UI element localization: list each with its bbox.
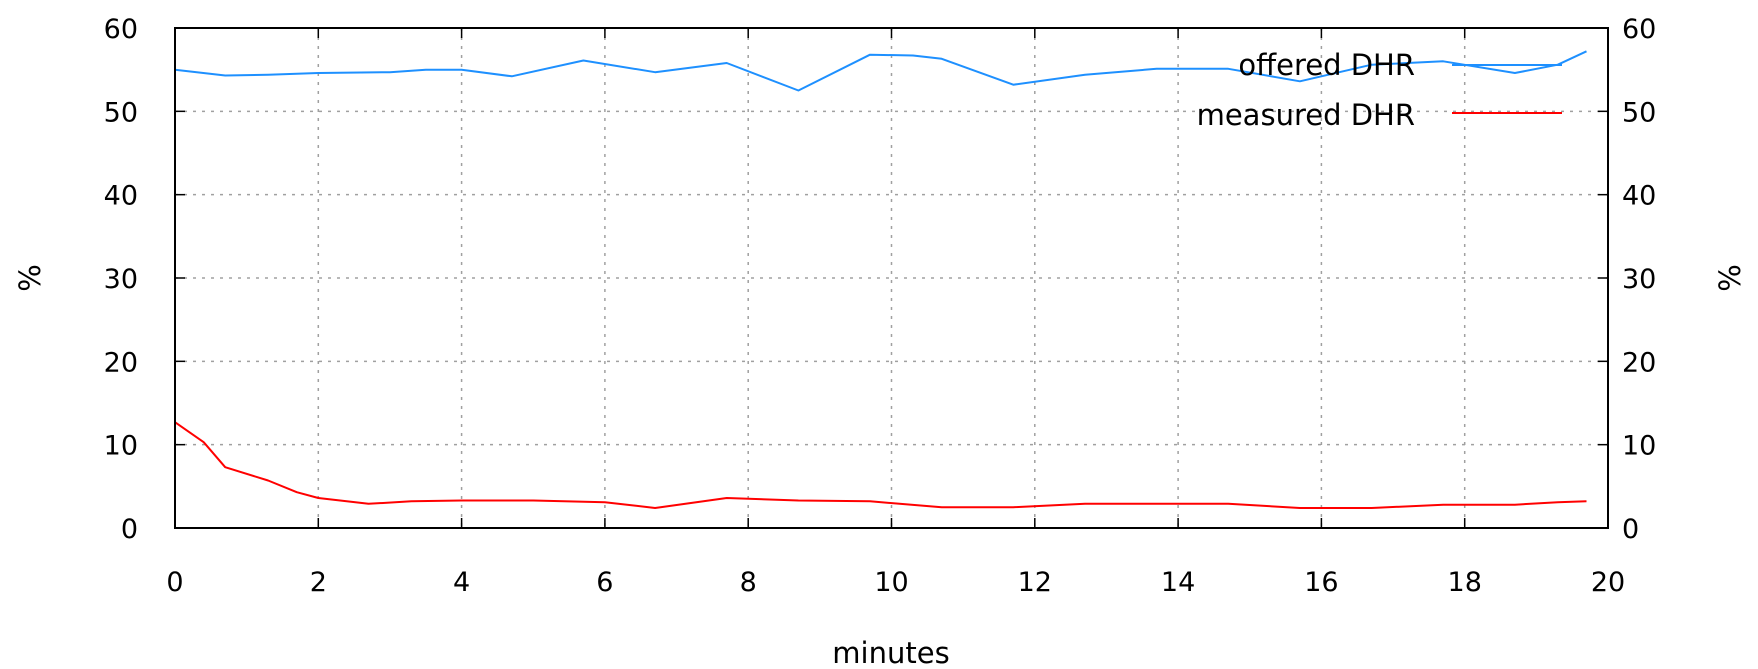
y2-tick-label: 60 [1622, 14, 1656, 45]
y-tick-label: 30 [104, 264, 138, 295]
x-tick-label: 4 [453, 567, 470, 598]
x-tick-label: 10 [874, 567, 908, 598]
x-axis-title: minutes [832, 636, 949, 669]
legend: offered DHR measured DHR [1197, 48, 1562, 132]
y-tick-label: 10 [104, 431, 138, 462]
y2-tick-label: 50 [1622, 97, 1656, 128]
x-tick-label: 20 [1591, 567, 1625, 598]
x-tick-label: 8 [740, 567, 757, 598]
x-tick-label: 16 [1304, 567, 1338, 598]
series-lines [174, 50, 1587, 509]
y-tick-label: 60 [104, 14, 138, 45]
series-line-offered-dhr [174, 50, 1587, 92]
x-tick-label: 18 [1448, 567, 1482, 598]
x-tick-label: 12 [1018, 567, 1052, 598]
legend-label-offered-dhr: offered DHR [1238, 48, 1415, 82]
y2-tick-label: 40 [1622, 181, 1656, 212]
y2-tick-label: 30 [1622, 264, 1656, 295]
y-axis-title: % [13, 264, 47, 292]
x-tick-label: 0 [166, 567, 183, 598]
y-tick-label: 20 [104, 347, 138, 378]
y2-tick-label: 0 [1622, 514, 1639, 545]
y2-tick-label: 20 [1622, 347, 1656, 378]
y2-tick-label: 10 [1622, 431, 1656, 462]
y2-axis-title: % [1713, 264, 1747, 292]
x-tick-label: 14 [1161, 567, 1195, 598]
y-tick-label: 0 [121, 514, 138, 545]
grid [175, 28, 1608, 528]
x-tick-label: 6 [596, 567, 613, 598]
x-tick-label: 2 [310, 567, 327, 598]
y-tick-label: 40 [104, 181, 138, 212]
legend-label-measured-dhr: measured DHR [1197, 98, 1415, 132]
y-tick-label: 50 [104, 97, 138, 128]
series-line-measured-dhr [174, 421, 1587, 509]
